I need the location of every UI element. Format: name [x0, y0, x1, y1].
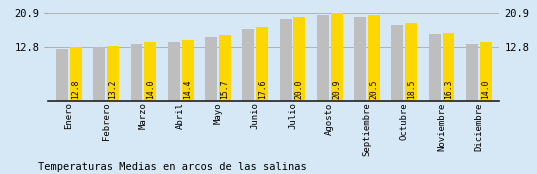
Text: 20.9: 20.9	[332, 79, 341, 99]
Bar	[480, 42, 492, 101]
Bar	[70, 47, 82, 101]
Text: 14.4: 14.4	[183, 79, 192, 99]
Bar	[368, 15, 380, 101]
Text: 12.8: 12.8	[71, 79, 80, 99]
Bar	[93, 47, 105, 101]
Text: 20.0: 20.0	[295, 79, 304, 99]
Bar	[182, 41, 193, 101]
Text: 18.5: 18.5	[407, 79, 416, 99]
Text: Temperaturas Medias en arcos de las salinas: Temperaturas Medias en arcos de las sali…	[38, 162, 306, 172]
Bar	[205, 37, 217, 101]
Text: 14.0: 14.0	[481, 79, 490, 99]
Bar	[219, 35, 231, 101]
Bar	[130, 44, 142, 101]
Text: 16.3: 16.3	[444, 79, 453, 99]
Bar	[466, 44, 478, 101]
Bar	[107, 46, 119, 101]
Text: 13.2: 13.2	[108, 79, 118, 99]
Bar	[354, 17, 366, 101]
Bar	[242, 29, 255, 101]
Bar	[56, 49, 68, 101]
Bar	[168, 42, 180, 101]
Bar	[429, 34, 441, 101]
Bar	[405, 23, 417, 101]
Text: 15.7: 15.7	[220, 79, 229, 99]
Bar	[280, 19, 292, 101]
Bar	[317, 15, 329, 101]
Bar	[293, 17, 306, 101]
Text: 14.0: 14.0	[146, 79, 155, 99]
Bar	[442, 33, 454, 101]
Text: 20.5: 20.5	[369, 79, 379, 99]
Text: 17.6: 17.6	[258, 79, 267, 99]
Bar	[391, 25, 403, 101]
Bar	[331, 13, 343, 101]
Bar	[144, 42, 156, 101]
Bar	[256, 27, 268, 101]
